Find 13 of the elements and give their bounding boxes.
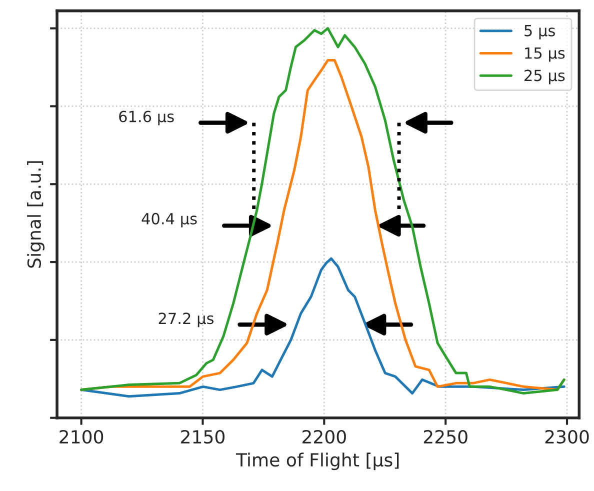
x-tick-label: 2150 [181, 430, 225, 444]
legend-label: 25 µs [524, 70, 565, 84]
x-tick-label: 2250 [424, 430, 468, 444]
legend-label: 15 µs [525, 47, 565, 62]
x-tick-label: 2100 [60, 430, 104, 444]
annotation: 40.4 µs [142, 212, 197, 228]
x-tick-label: 2200 [302, 430, 346, 444]
x-axis-title: Time of Flight [µs] [236, 452, 399, 470]
annotation: 61.6 µs [119, 110, 174, 126]
legend-label: 5 µs [524, 25, 555, 40]
annotation: 27.2 µs [158, 312, 214, 328]
x-tick-label: 2300 [545, 430, 589, 444]
y-axis-title: Signal [a.u.] [27, 161, 45, 268]
